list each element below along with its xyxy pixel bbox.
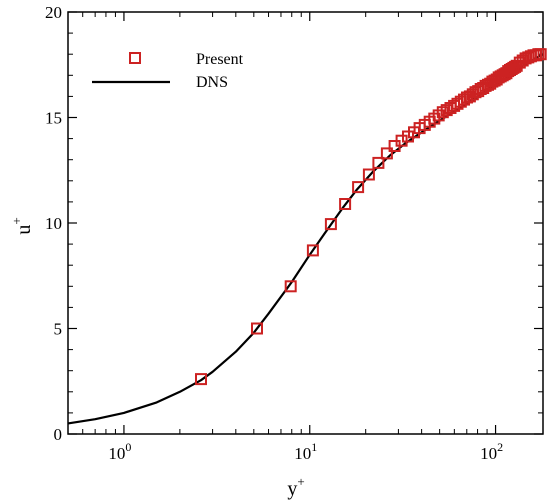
x-axis-title-base: y: [287, 478, 297, 500]
x-tick-exp: 2: [497, 440, 503, 454]
y-tick-label: 15: [45, 109, 62, 128]
present-marker: [380, 147, 393, 160]
present-marker: [195, 373, 207, 386]
legend: Present DNS: [92, 51, 244, 91]
present-marker: [372, 156, 385, 169]
x-tick-base: 10: [480, 444, 497, 463]
x-tick-base: 10: [294, 444, 311, 463]
present-marker: [339, 198, 352, 210]
dns-series: [67, 53, 544, 425]
y-tick-label: 5: [54, 320, 63, 339]
present-marker: [352, 181, 365, 194]
dns-line: [67, 53, 544, 425]
x-tick-label: 101: [294, 440, 317, 463]
x-axis-title-sup: +: [297, 474, 304, 489]
y-tick-label: 0: [54, 425, 63, 444]
legend-marker-present: [129, 52, 141, 64]
present-marker: [306, 244, 319, 257]
present-marker: [324, 218, 337, 231]
plot-frame: [67, 11, 544, 435]
present-marker: [362, 168, 375, 181]
present-series: [195, 48, 547, 386]
x-axis-title: y+: [287, 474, 304, 500]
x-tick-exp: 0: [125, 440, 131, 454]
x-tick-label: 100: [108, 440, 131, 463]
present-marker: [534, 48, 547, 61]
present-marker: [284, 280, 297, 293]
x-tick-exp: 1: [311, 440, 317, 454]
legend-label-present: Present: [196, 51, 244, 68]
present-marker: [251, 322, 263, 335]
x-tick-label: 102: [480, 440, 503, 463]
legend-label-dns: DNS: [196, 74, 228, 91]
y-tick-label: 10: [45, 214, 62, 233]
y-axis-title-sup: +: [9, 217, 24, 224]
y-axis-title: u+: [9, 217, 35, 234]
y-axis-title-base: u: [13, 225, 35, 235]
x-tick-base: 10: [108, 444, 125, 463]
y-tick-label: 20: [45, 3, 62, 22]
